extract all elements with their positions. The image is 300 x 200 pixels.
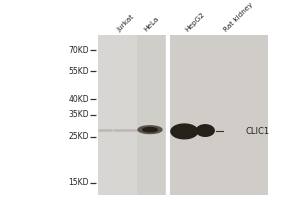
Bar [170,35,268,195]
Text: Rat kidney: Rat kidney [223,2,255,33]
Text: 35KD: 35KD [68,110,89,119]
Text: HepG2: HepG2 [184,11,206,33]
Text: CLIC1: CLIC1 [246,127,270,136]
Text: Jurkat: Jurkat [116,14,135,33]
Polygon shape [171,124,198,139]
Bar [167,35,170,195]
Polygon shape [196,125,214,136]
Text: HeLa: HeLa [142,16,160,33]
Bar [98,35,166,195]
Text: 40KD: 40KD [68,95,89,104]
Text: 25KD: 25KD [68,132,89,141]
Text: 15KD: 15KD [68,178,89,187]
Polygon shape [138,126,162,134]
Text: 70KD: 70KD [68,46,89,55]
Bar [136,35,165,195]
Text: 55KD: 55KD [68,67,89,76]
Polygon shape [143,128,157,132]
